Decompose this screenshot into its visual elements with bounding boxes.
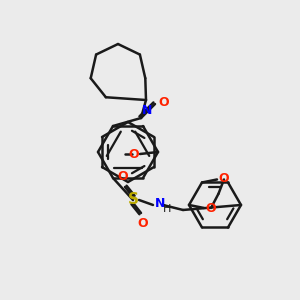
Text: O: O <box>128 148 139 160</box>
Text: O: O <box>158 95 169 109</box>
Text: O: O <box>118 170 128 183</box>
Text: N: N <box>155 197 165 211</box>
Text: O: O <box>138 217 148 230</box>
Text: H: H <box>163 204 171 214</box>
Text: O: O <box>218 172 229 185</box>
Text: O: O <box>205 202 216 215</box>
Text: S: S <box>128 193 139 208</box>
Text: N: N <box>142 104 152 117</box>
